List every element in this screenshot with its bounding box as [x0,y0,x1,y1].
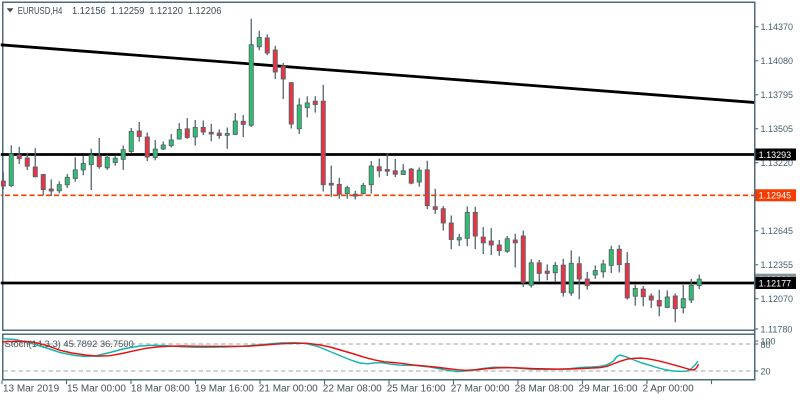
svg-text:1.12945: 1.12945 [759,191,792,201]
svg-text:1.12259: 1.12259 [111,6,145,17]
svg-text:13 Mar 2019: 13 Mar 2019 [3,384,60,395]
svg-text:27 Mar 00:00: 27 Mar 00:00 [451,384,510,395]
svg-text:80: 80 [761,340,771,350]
svg-text:1.12206: 1.12206 [188,6,222,17]
svg-text:1.12120: 1.12120 [149,6,183,17]
svg-text:1.13795: 1.13795 [761,90,794,100]
svg-text:28 Mar 08:00: 28 Mar 08:00 [515,384,574,395]
svg-text:1.12070: 1.12070 [761,294,794,304]
svg-text:1.12355: 1.12355 [761,260,794,270]
svg-text:29 Mar 16:00: 29 Mar 16:00 [579,384,638,395]
svg-text:1.13220: 1.13220 [761,158,794,168]
svg-text:20: 20 [761,366,771,376]
svg-text:1.12177: 1.12177 [759,278,792,288]
svg-text:2 Apr 00:00: 2 Apr 00:00 [643,384,695,395]
svg-text:1.14370: 1.14370 [761,22,794,32]
svg-text:1.13293: 1.13293 [759,150,792,160]
svg-text:Stoch(14,3,3) 45.7892 36.7500: Stoch(14,3,3) 45.7892 36.7500 [5,338,134,349]
svg-text:18 Mar 08:00: 18 Mar 08:00 [131,384,190,395]
svg-text:15 Mar 00:00: 15 Mar 00:00 [67,384,126,395]
svg-text:1.11780: 1.11780 [761,324,793,334]
svg-text:1.13505: 1.13505 [761,124,794,134]
svg-text:1.12156: 1.12156 [72,6,106,17]
svg-text:1.14080: 1.14080 [761,56,794,66]
svg-text:EURUSD,H4: EURUSD,H4 [18,6,63,17]
svg-text:21 Mar 00:00: 21 Mar 00:00 [259,384,318,395]
svg-text:100: 100 [761,336,776,346]
svg-text:22 Mar 08:00: 22 Mar 08:00 [323,384,382,395]
svg-text:1.12645: 1.12645 [761,226,794,236]
svg-text:25 Mar 16:00: 25 Mar 16:00 [387,384,446,395]
svg-text:19 Mar 16:00: 19 Mar 16:00 [195,384,254,395]
